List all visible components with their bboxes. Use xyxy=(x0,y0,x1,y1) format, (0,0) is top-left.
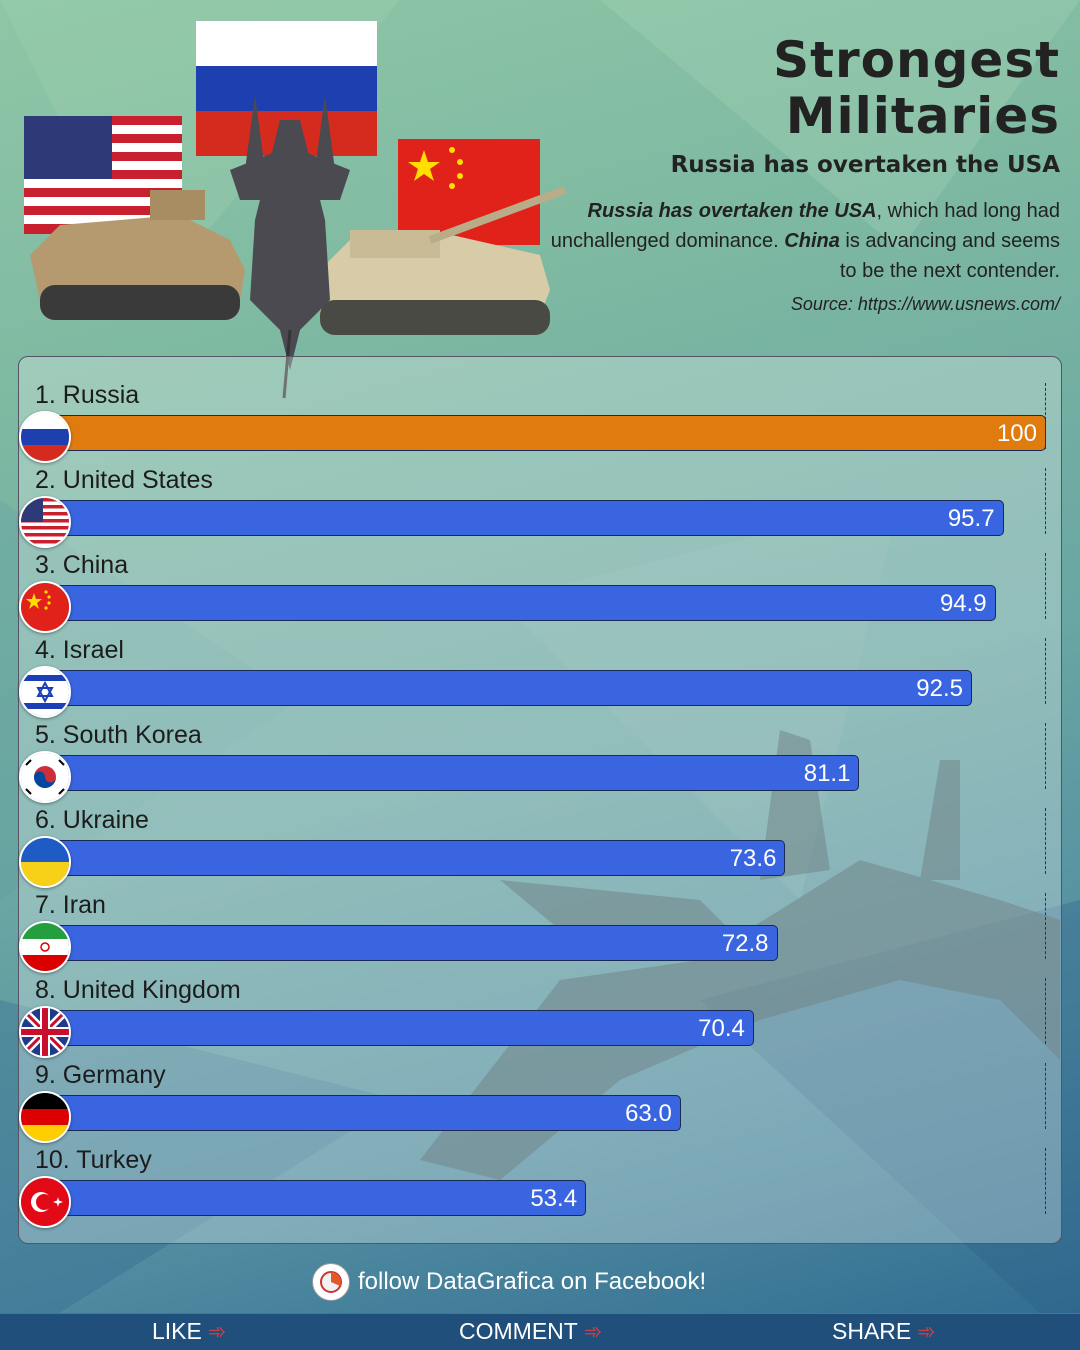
bar-category-label: 2. United States xyxy=(35,466,213,494)
description-emphasis-1: Russia has overtaken the USA xyxy=(587,200,877,222)
bar-category-label: 3. China xyxy=(35,551,129,579)
russia-flag-icon xyxy=(19,411,71,463)
bar-category-label: 10. Turkey xyxy=(35,1146,152,1174)
page-subtitle: Russia has overtaken the USA xyxy=(670,152,1060,178)
iran-flag-icon xyxy=(19,921,71,973)
bar-category-label: 1. Russia xyxy=(35,381,140,409)
bar-value-label: 81.1 xyxy=(803,760,851,787)
follow-banner[interactable]: follow DataGrafica on Facebook! xyxy=(312,1262,706,1302)
bar-category-label: 7. Iran xyxy=(35,891,106,919)
follow-text: follow DataGrafica on Facebook! xyxy=(358,1268,707,1295)
bar-category-label: 6. Ukraine xyxy=(35,806,149,834)
bar-row-russia: 1. Russia 100 xyxy=(19,367,1061,463)
bar: 72.8 xyxy=(59,925,778,961)
bar-row-israel: 4. Israel 92.5 xyxy=(19,622,1061,718)
bar: 100 xyxy=(59,415,1046,451)
arrow-icon: ➾ xyxy=(917,1318,936,1344)
bar-row-turkey: 10. Turkey 53.4 xyxy=(19,1132,1061,1228)
bar-value-label: 53.4 xyxy=(530,1185,578,1212)
reference-line xyxy=(1045,553,1046,619)
description-text-2: is advancing and seems to be the next co… xyxy=(839,230,1060,282)
title-line-1: Strongest xyxy=(773,31,1060,89)
bar-row-iran: 7. Iran 72.8 xyxy=(19,877,1061,973)
description-emphasis-2: China xyxy=(784,230,840,252)
ukraine-flag-icon xyxy=(19,836,71,888)
israel-flag-icon xyxy=(19,666,71,718)
reference-line xyxy=(1045,1063,1046,1129)
source-note: Source: https://www.usnews.com/ xyxy=(790,294,1060,314)
reference-line xyxy=(1045,468,1046,534)
like-button[interactable]: LIKE ➾ xyxy=(152,1318,226,1345)
bar: 92.5 xyxy=(59,670,972,706)
ifv-vehicle xyxy=(30,190,245,320)
bar-value-label: 70.4 xyxy=(698,1015,745,1042)
reference-line xyxy=(1045,893,1046,959)
bar: 73.6 xyxy=(59,840,786,876)
bar-row-germany: 9. Germany 63.0 xyxy=(19,1047,1061,1143)
bar-value-label: 73.6 xyxy=(729,845,777,872)
bar-value-label: 94.9 xyxy=(939,590,987,617)
share-button[interactable]: SHARE ➾ xyxy=(832,1318,936,1345)
bar-row-ukraine: 6. Ukraine 73.6 xyxy=(19,792,1061,888)
bar-value-label: 72.8 xyxy=(721,930,769,957)
bar-chart: 1. Russia 100 2. United States 95.7 3. China… xyxy=(18,356,1062,1244)
bar-category-label: 9. Germany xyxy=(35,1061,166,1089)
bar-value-label: 100 xyxy=(996,420,1037,447)
reference-line xyxy=(1045,638,1046,704)
reference-line xyxy=(1045,383,1046,449)
bar: 53.4 xyxy=(59,1180,587,1216)
comment-label: COMMENT xyxy=(459,1318,578,1344)
description: Russia has overtaken the USA, which had … xyxy=(540,196,1060,286)
bar: 81.1 xyxy=(59,755,860,791)
tank-vehicle xyxy=(320,186,567,335)
comment-button[interactable]: COMMENT ➾ xyxy=(459,1318,602,1345)
south-korea-flag-icon xyxy=(19,751,71,803)
reference-line xyxy=(1045,1148,1046,1214)
bar: 94.9 xyxy=(59,585,996,621)
bar: 63.0 xyxy=(59,1095,681,1131)
turkey-flag-icon xyxy=(19,1176,71,1228)
reference-line xyxy=(1045,808,1046,874)
bar-value-label: 95.7 xyxy=(947,505,995,532)
usa-flag-icon xyxy=(19,496,71,548)
military-illustration xyxy=(24,21,567,399)
datagrafica-logo-icon xyxy=(312,1263,350,1301)
china-flag-icon xyxy=(19,581,71,633)
bar-row-united-states: 2. United States 95.7 xyxy=(19,452,1061,548)
bar-value-label: 92.5 xyxy=(916,675,963,702)
reference-line xyxy=(1045,723,1046,789)
bar-row-south-korea: 5. South Korea 81.1 xyxy=(19,707,1061,803)
bar-category-label: 4. Israel xyxy=(35,636,124,664)
bar-value-label: 63.0 xyxy=(625,1100,672,1127)
like-label: LIKE xyxy=(152,1318,202,1344)
reference-line xyxy=(1045,978,1046,1044)
description-text-1: , which had long had unchallenged domina… xyxy=(550,200,1060,252)
bar-row-united-kingdom: 8. United Kingdom 70.4 xyxy=(19,962,1061,1058)
bar: 70.4 xyxy=(59,1010,754,1046)
bar-category-label: 8. United Kingdom xyxy=(35,976,241,1004)
russia-flag-illustration xyxy=(196,21,377,156)
arrow-icon: ➾ xyxy=(583,1318,603,1344)
footer-bar: LIKE ➾ COMMENT ➾ SHARE ➾ xyxy=(0,1313,1080,1350)
arrow-icon: ➾ xyxy=(207,1318,227,1344)
bar: 95.7 xyxy=(59,500,1004,536)
page-title: Strongest Militaries xyxy=(773,32,1060,144)
share-label: SHARE xyxy=(832,1318,912,1344)
title-line-2: Militaries xyxy=(785,87,1060,145)
germany-flag-icon xyxy=(19,1091,71,1143)
bar-row-china: 3. China 94.9 xyxy=(19,537,1061,633)
jet-fighter xyxy=(230,95,350,399)
bar-category-label: 5. South Korea xyxy=(35,721,202,749)
